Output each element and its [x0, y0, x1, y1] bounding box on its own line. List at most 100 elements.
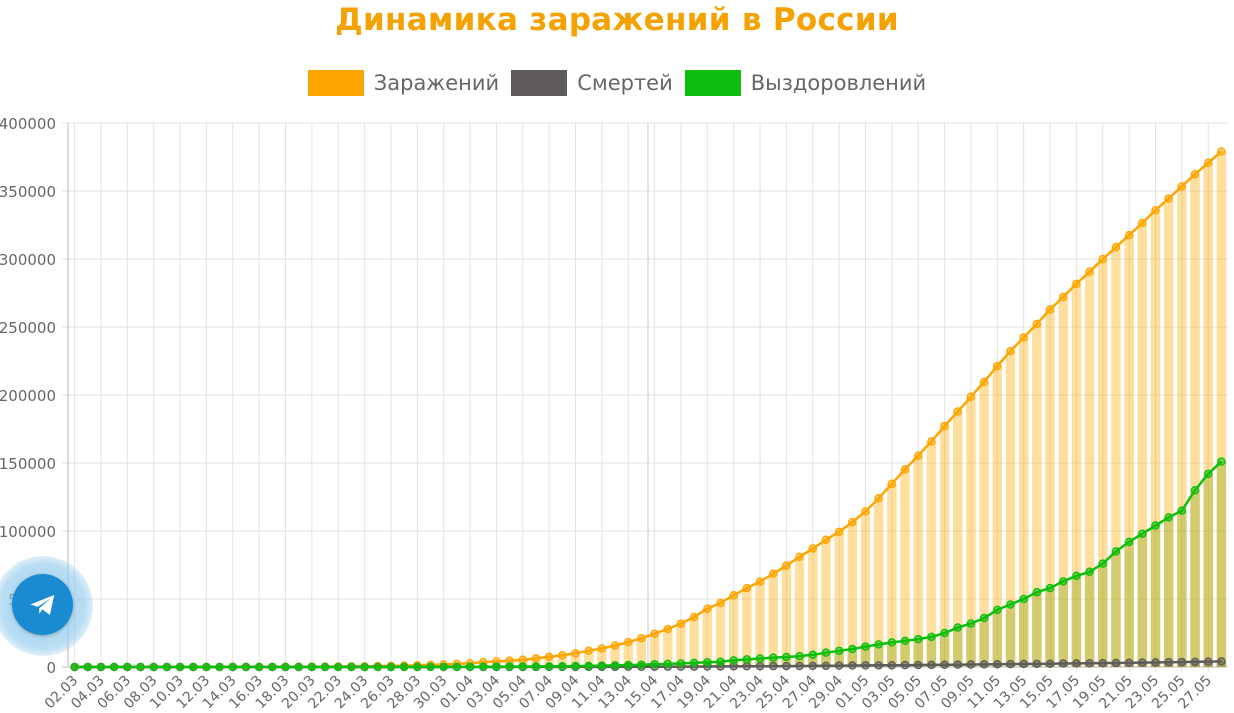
point-recovered: [505, 662, 514, 671]
point-deaths: [979, 660, 989, 669]
point-deaths: [887, 661, 897, 670]
point-infected: [558, 650, 567, 660]
point-recovered: [1111, 547, 1121, 556]
point-recovered: [175, 662, 185, 672]
point-recovered: [465, 662, 475, 671]
point-infected: [597, 644, 607, 653]
bar-infected: [860, 511, 871, 667]
legend-label-deaths: Смертей: [577, 71, 673, 95]
point-recovered: [558, 661, 567, 671]
bar-recovered: [1005, 604, 1016, 667]
point-deaths: [913, 660, 923, 670]
point-recovered: [966, 619, 976, 628]
point-recovered: [1190, 485, 1200, 495]
point-recovered: [979, 613, 989, 623]
point-deaths: [900, 660, 910, 670]
point-recovered: [742, 655, 752, 664]
point-recovered: [1164, 513, 1173, 522]
point-deaths: [1032, 659, 1042, 669]
point-recovered: [584, 661, 593, 671]
point-infected: [1177, 182, 1187, 191]
point-recovered: [993, 605, 1002, 615]
point-recovered: [676, 659, 686, 668]
point-infected: [1203, 158, 1213, 168]
bar-recovered: [1071, 575, 1082, 667]
telegram-button[interactable]: [12, 574, 73, 635]
point-infected: [1032, 319, 1042, 329]
point-deaths: [808, 661, 818, 671]
point-infected: [966, 392, 976, 402]
point-recovered: [96, 662, 106, 672]
bar-recovered: [794, 656, 805, 667]
bar-infected: [544, 656, 554, 667]
point-recovered: [1151, 521, 1160, 530]
point-recovered: [1072, 571, 1081, 581]
point-recovered: [268, 662, 277, 672]
legend-item-recovered[interactable]: Выздоровлений: [684, 70, 926, 96]
point-infected: [768, 569, 778, 578]
bar-infected: [597, 648, 607, 667]
point-infected: [637, 634, 646, 643]
point-infected: [861, 507, 870, 516]
bar-infected: [847, 522, 858, 667]
bar-infected: [1018, 337, 1029, 667]
point-deaths: [1085, 659, 1094, 668]
bar-recovered: [1084, 571, 1095, 667]
point-deaths: [782, 661, 791, 671]
point-infected: [650, 629, 659, 638]
point-recovered: [940, 628, 949, 638]
point-infected: [716, 598, 725, 608]
legend-swatch-recovered: [684, 70, 741, 96]
bar-recovered: [992, 609, 1003, 667]
point-infected: [623, 637, 633, 647]
point-deaths: [1058, 659, 1068, 668]
point-infected: [1124, 230, 1134, 240]
bar-infected: [702, 608, 713, 667]
legend-item-deaths[interactable]: Смертей: [511, 70, 673, 96]
point-infected: [1085, 267, 1094, 276]
bar-infected: [966, 396, 976, 667]
bar-infected: [953, 411, 963, 667]
bar-recovered: [860, 646, 871, 667]
point-deaths: [1138, 658, 1147, 667]
legend-swatch-deaths: [511, 70, 568, 96]
bar-recovered: [1032, 592, 1042, 667]
point-recovered: [149, 662, 158, 672]
bar-recovered: [1137, 533, 1148, 667]
point-infected: [1072, 279, 1081, 289]
point-recovered: [1085, 567, 1094, 577]
point-infected: [1006, 346, 1015, 356]
point-recovered: [637, 660, 646, 669]
point-deaths: [993, 660, 1002, 669]
point-infected: [979, 377, 989, 387]
bar-infected: [821, 539, 831, 667]
point-infected: [518, 655, 528, 664]
bar-recovered: [808, 654, 818, 667]
point-recovered: [821, 648, 831, 657]
bar-infected: [689, 616, 699, 667]
point-recovered: [1217, 457, 1226, 466]
point-recovered: [320, 662, 330, 672]
point-recovered: [1019, 594, 1028, 604]
legend-swatch-infected: [307, 70, 364, 96]
bar-recovered: [1190, 490, 1200, 667]
point-recovered: [689, 658, 699, 668]
bar-recovered: [979, 618, 989, 667]
point-recovered: [729, 656, 738, 665]
point-infected: [1019, 333, 1028, 342]
point-deaths: [821, 661, 831, 671]
point-infected: [544, 652, 554, 662]
point-recovered: [241, 662, 251, 672]
point-infected: [1111, 242, 1121, 252]
point-recovered: [795, 651, 804, 661]
point-recovered: [1098, 559, 1108, 568]
bar-recovered: [873, 644, 884, 667]
point-deaths: [861, 661, 870, 670]
bar-infected: [1190, 174, 1200, 667]
point-infected: [1138, 218, 1147, 228]
bar-infected: [873, 498, 884, 667]
telegram-paper-plane-icon: [30, 594, 54, 615]
legend-item-infected[interactable]: Заражений: [307, 70, 499, 96]
point-deaths: [927, 660, 936, 670]
